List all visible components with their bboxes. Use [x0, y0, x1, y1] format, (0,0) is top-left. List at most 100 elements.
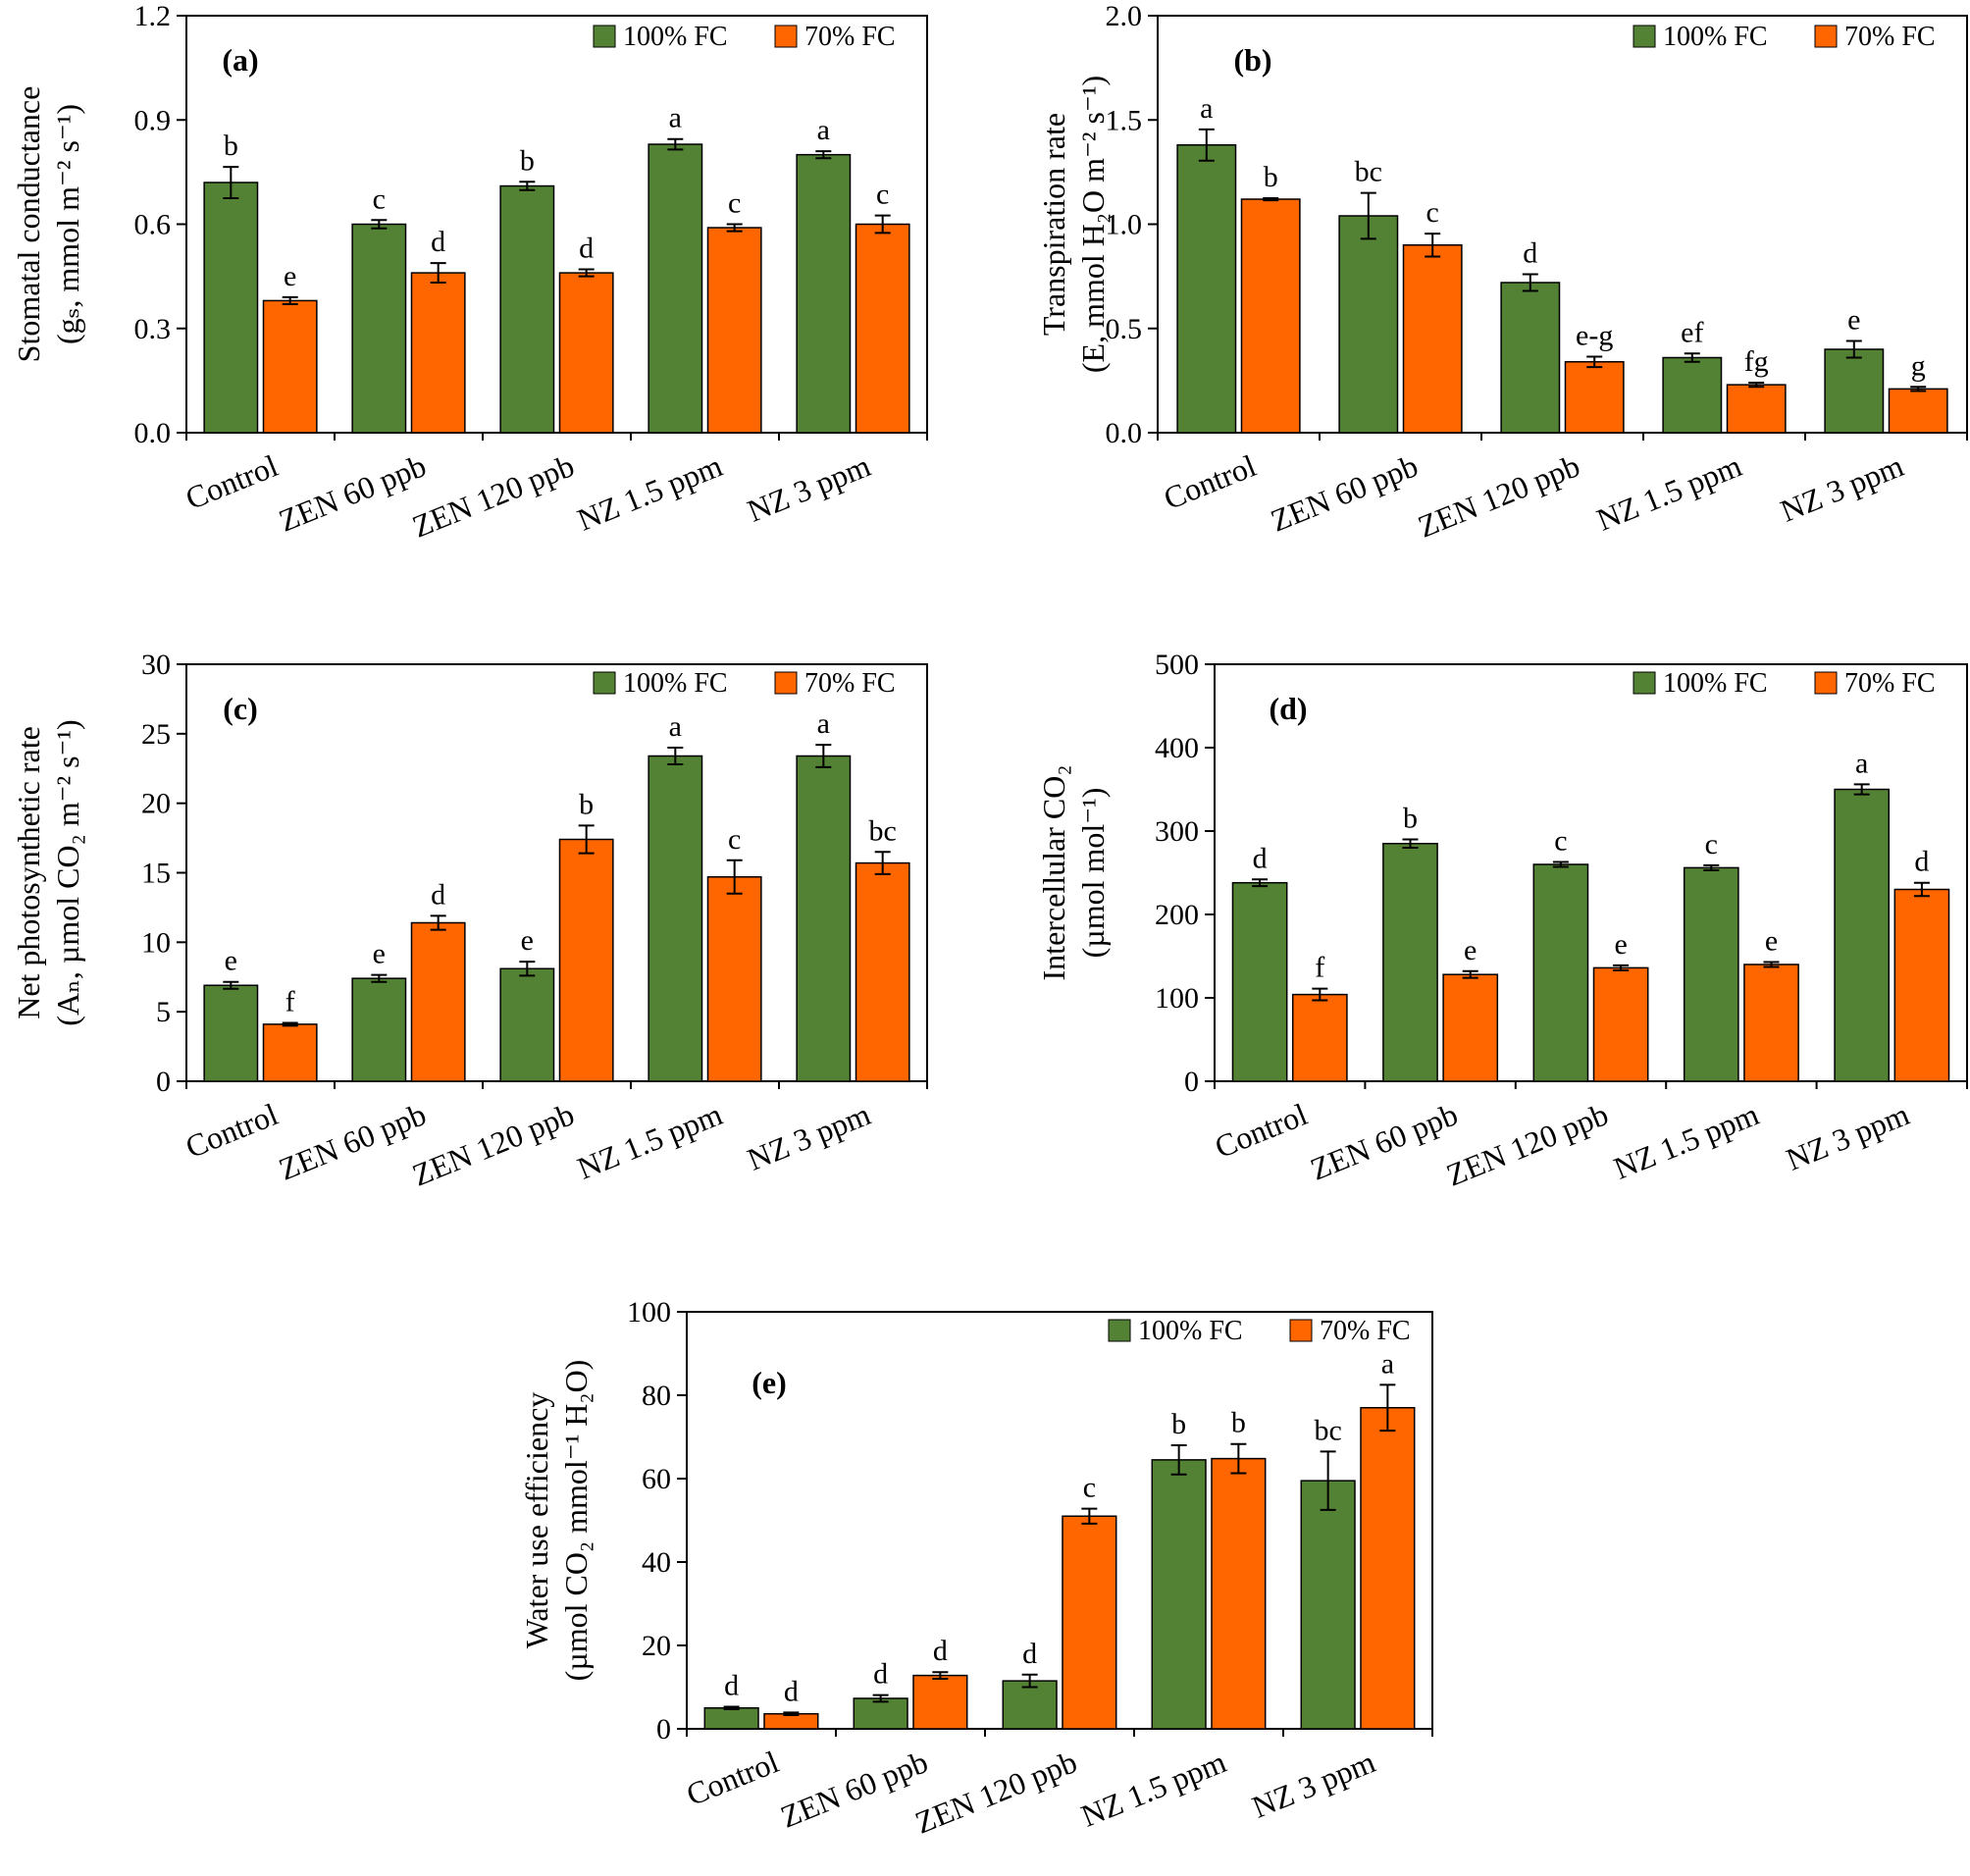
significance-label: f	[285, 986, 295, 1018]
plot-area	[686, 1311, 1433, 1730]
bar-fc70	[912, 1674, 968, 1730]
panel-label: (e)	[752, 1365, 787, 1400]
bar-fc100	[1151, 1459, 1207, 1730]
legend-swatch-fc100	[593, 25, 616, 48]
bar-fc70	[1592, 966, 1649, 1082]
y-axis-label: Intercellular CO₂ (µmol mol⁻¹)	[1036, 765, 1111, 981]
y-axis-units: (Aₙ, µmol CO₂ m⁻² s⁻¹)	[50, 719, 85, 1025]
x-category-label: Control	[681, 1744, 783, 1812]
legend-swatch-fc100	[1108, 1319, 1131, 1342]
bar-fc70	[1564, 361, 1625, 434]
significance-label: b	[579, 788, 594, 820]
bar-fc70	[1211, 1457, 1267, 1730]
bar-fc100	[203, 984, 259, 1082]
significance-label: e-g	[1576, 319, 1613, 351]
chart-panel-c: 0 5 10 15 20 25 30 e f Control e d ZEN 60 ppb e b ZEN 1…	[11, 649, 928, 1193]
bar-fc70	[262, 299, 318, 434]
legend: 100% FC 70% FC	[1633, 668, 1936, 699]
significance-label: d	[1253, 842, 1268, 874]
significance-label: b	[520, 144, 535, 177]
y-axis-title: Water use efficiency	[519, 1392, 554, 1649]
bar-fc100	[1002, 1680, 1058, 1730]
y-tick-label: 1.5	[1106, 104, 1143, 136]
legend-label-fc100: 100% FC	[623, 22, 728, 52]
bar-fc100	[1231, 881, 1288, 1082]
x-category-label: ZEN 120 ppb	[1441, 1096, 1613, 1193]
legend-swatch-fc70	[774, 25, 798, 48]
significance-label: c	[1426, 196, 1439, 229]
y-tick-label: 80	[642, 1380, 671, 1412]
significance-label: a	[817, 114, 830, 146]
bar-fc70	[1888, 388, 1948, 434]
significance-label: e	[1464, 934, 1477, 966]
significance-label: d	[724, 1669, 739, 1701]
bar-fc100	[1834, 788, 1891, 1082]
significance-label: d	[1914, 846, 1929, 878]
significance-label: a	[669, 710, 682, 743]
y-tick-label: 0.5	[1106, 313, 1143, 345]
significance-label: bc	[1355, 156, 1382, 188]
x-category-label: Control	[1210, 1096, 1312, 1165]
significance-label: d	[784, 1675, 799, 1707]
bar-fc70	[1062, 1515, 1117, 1730]
legend-label-fc70: 70% FC	[1844, 22, 1936, 52]
bar-fc100	[1662, 356, 1723, 434]
bar-fc70	[558, 272, 614, 434]
y-tick-label: 15	[141, 858, 171, 890]
x-category-label: NZ 3 ppm	[1247, 1744, 1380, 1825]
panel-label: (b)	[1233, 42, 1271, 78]
legend-swatch-fc70	[774, 671, 798, 695]
bar-fc100	[1176, 144, 1237, 434]
bar-fc100	[648, 755, 703, 1082]
significance-label: e	[1614, 928, 1627, 961]
significance-label: c	[728, 187, 741, 220]
y-tick-label: 30	[141, 649, 171, 681]
bar-fc70	[410, 272, 466, 434]
y-axis-units: (E, mmol H₂O m⁻² s⁻¹)	[1075, 76, 1111, 373]
y-axis-title: Net photosynthetic rate	[11, 726, 46, 1019]
y-tick-label: 0.0	[134, 417, 172, 449]
significance-label: b	[224, 130, 238, 162]
x-category-label: ZEN 60 ppb	[274, 1096, 431, 1187]
y-axis-units: (µmol mol⁻¹)	[1075, 788, 1111, 959]
bar-fc70	[558, 838, 614, 1082]
x-category-label: NZ 1.5 ppm	[572, 447, 727, 538]
y-tick-label: 0	[656, 1713, 671, 1746]
bar-fc100	[796, 153, 852, 434]
x-category-label: ZEN 60 ppb	[1306, 1096, 1463, 1187]
bar-fc70	[1442, 973, 1499, 1082]
bar-fc100	[203, 182, 259, 434]
bar-fc100	[648, 143, 703, 434]
significance-label: d	[1022, 1638, 1037, 1670]
y-tick-label: 300	[1155, 815, 1199, 848]
y-tick-label: 10	[141, 926, 171, 959]
significance-label: e	[521, 924, 534, 957]
y-tick-label: 0.6	[134, 209, 172, 241]
bar-fc100	[1300, 1480, 1356, 1730]
significance-label: b	[1231, 1407, 1246, 1439]
bar-fc70	[855, 861, 910, 1082]
bar-fc70	[1291, 993, 1348, 1082]
bar-fc70	[1743, 964, 1799, 1082]
significance-label: a	[1381, 1347, 1394, 1380]
significance-label: d	[1523, 237, 1537, 270]
x-category-label: ZEN 60 ppb	[1266, 447, 1423, 539]
significance-label: bc	[1314, 1414, 1341, 1446]
bar-fc70	[410, 921, 466, 1082]
y-axis-label: Stomatal conductance (gₛ, mmol m⁻² s⁻¹)	[11, 86, 85, 363]
y-axis-title: Transpiration rate	[1036, 113, 1071, 336]
panel-label: (d)	[1269, 691, 1307, 726]
bar-fc100	[796, 755, 852, 1082]
significance-label: c	[373, 182, 386, 215]
x-category-label: Control	[181, 1096, 283, 1165]
y-tick-label: 200	[1155, 899, 1199, 931]
legend-label-fc100: 100% FC	[623, 668, 728, 699]
legend: 100% FC 70% FC	[593, 22, 896, 52]
legend-swatch-fc100	[593, 671, 616, 695]
legend-swatch-fc100	[1633, 25, 1656, 48]
legend-label-fc70: 70% FC	[804, 22, 896, 52]
y-tick-label: 5	[156, 996, 171, 1028]
significance-label: e	[1765, 924, 1778, 957]
legend-label-fc70: 70% FC	[1320, 1316, 1411, 1346]
x-category-label: NZ 3 ppm	[1781, 1096, 1914, 1177]
